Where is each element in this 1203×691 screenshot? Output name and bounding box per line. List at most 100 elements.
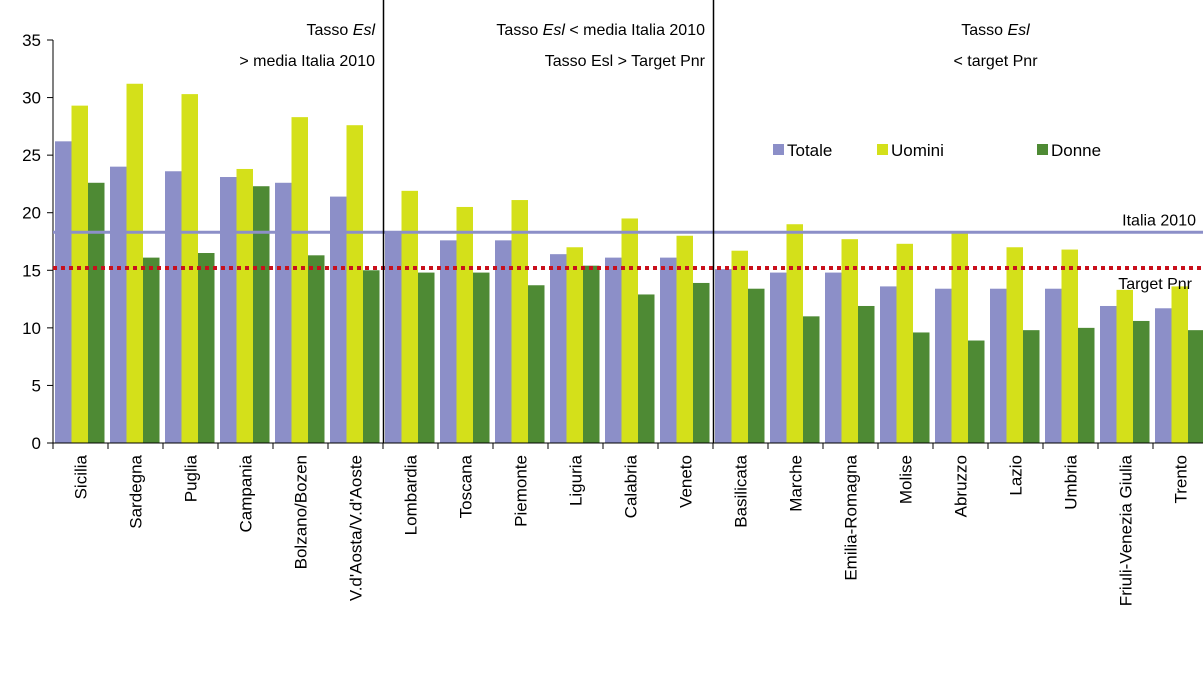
bar-totale-15 xyxy=(880,286,897,443)
bar-donne-0 xyxy=(88,182,105,443)
bar-donne-5 xyxy=(363,270,380,443)
bar-donne-11 xyxy=(693,282,710,443)
bar-totale-12 xyxy=(715,269,732,443)
bar-uomini-9 xyxy=(566,247,583,443)
bar-donne-20 xyxy=(1188,330,1203,443)
category-label: Lazio xyxy=(1007,455,1026,496)
bar-uomini-15 xyxy=(896,243,913,443)
reference-lines: Italia 2010 Target Pnr xyxy=(53,212,1203,293)
category-label: Umbria xyxy=(1062,454,1081,509)
bar-uomini-17 xyxy=(1006,247,1023,443)
group-label-segment: Tasso Esl > Target Pnr xyxy=(545,53,706,70)
bar-uomini-5 xyxy=(346,125,363,443)
bar-donne-18 xyxy=(1078,327,1095,443)
bar-uomini-4 xyxy=(291,117,308,443)
bar-donne-3 xyxy=(253,186,270,443)
y-tick-label: 20 xyxy=(22,204,41,223)
bar-totale-3 xyxy=(220,177,237,443)
group-label-0-1: > media Italia 2010 xyxy=(239,53,375,70)
bar-series xyxy=(55,83,1203,444)
bar-totale-7 xyxy=(440,240,457,443)
bar-totale-16 xyxy=(935,288,952,443)
legend-swatch-donne xyxy=(1037,144,1048,155)
category-label: Trento xyxy=(1172,455,1191,504)
bar-uomini-11 xyxy=(676,235,693,443)
group-label-segment: > media Italia 2010 xyxy=(239,53,375,70)
bar-totale-10 xyxy=(605,257,622,443)
legend-label-uomini: Uomini xyxy=(891,141,944,160)
bar-totale-5 xyxy=(330,196,347,443)
group-annotations: Tasso Esl > media Italia 2010 Tasso Esl < … xyxy=(239,22,1038,70)
bar-totale-6 xyxy=(385,231,402,443)
category-label: Calabria xyxy=(622,454,641,518)
category-label: Puglia xyxy=(182,454,201,502)
bar-totale-8 xyxy=(495,240,512,443)
legend-swatch-uomini xyxy=(877,144,888,155)
y-tick-label: 10 xyxy=(22,319,41,338)
bar-donne-13 xyxy=(803,316,820,443)
bar-donne-7 xyxy=(473,272,490,443)
x-axis: Sicilia Sardegna Puglia Campania Bolzano/Boz… xyxy=(52,442,1203,606)
bar-uomini-16 xyxy=(951,233,968,443)
legend-swatch-totale xyxy=(773,144,784,155)
bar-totale-14 xyxy=(825,272,842,443)
group-label-1-1: Tasso Esl > Target Pnr xyxy=(545,53,706,70)
bar-donne-1 xyxy=(143,257,160,443)
bar-donne-12 xyxy=(748,288,765,443)
category-label: Friuli-Venezia Giulia xyxy=(1117,454,1136,606)
category-label: Molise xyxy=(897,455,916,504)
bar-donne-14 xyxy=(858,305,875,443)
category-label: Abruzzo xyxy=(952,455,971,517)
y-axis: 0 5 10 15 20 25 30 35 xyxy=(22,31,54,453)
bar-uomini-1 xyxy=(126,83,143,444)
bar-uomini-8 xyxy=(511,200,528,443)
group-label-1-0: Tasso Esl < media Italia 2010 xyxy=(496,22,705,39)
bar-uomini-18 xyxy=(1061,249,1078,443)
group-label-segment: Tasso xyxy=(961,22,1007,39)
bar-donne-6 xyxy=(418,272,435,443)
bar-uomini-12 xyxy=(731,250,748,443)
y-tick-label: 0 xyxy=(32,434,41,453)
group-label-segment: < target Pnr xyxy=(953,53,1038,70)
group-dividers xyxy=(382,0,715,443)
y-tick-label: 25 xyxy=(22,146,41,165)
category-label: Liguria xyxy=(567,454,586,506)
bar-totale-9 xyxy=(550,254,567,443)
y-tick-label: 35 xyxy=(22,31,41,50)
bar-totale-0 xyxy=(55,141,72,443)
bar-donne-10 xyxy=(638,294,655,443)
legend: Totale Uomini Donne xyxy=(773,141,1101,160)
group-label-2-0: Tasso Esl xyxy=(961,22,1030,39)
category-label: Sardegna xyxy=(127,454,146,528)
category-label: Piemonte xyxy=(512,455,531,527)
group-label-segment: Esl xyxy=(543,22,566,39)
group-label-segment: Tasso xyxy=(496,22,542,39)
ref-line-label-1: Target Pnr xyxy=(1118,276,1192,293)
legend-label-donne: Donne xyxy=(1051,141,1101,160)
bar-totale-18 xyxy=(1045,288,1062,443)
ref-line-label-0: Italia 2010 xyxy=(1122,212,1196,229)
group-label-2-1: < target Pnr xyxy=(953,53,1038,70)
bar-uomini-13 xyxy=(786,224,803,443)
category-label: Bolzano/Bozen xyxy=(292,455,311,569)
bar-donne-4 xyxy=(308,255,325,443)
y-tick-label: 5 xyxy=(32,376,41,395)
category-label: V.d'Aosta/V.d'Aoste xyxy=(347,455,366,601)
bar-donne-16 xyxy=(968,340,985,443)
bar-totale-2 xyxy=(165,171,182,443)
bar-donne-2 xyxy=(198,253,215,443)
bar-donne-19 xyxy=(1133,320,1150,443)
bar-totale-1 xyxy=(110,166,127,443)
bar-totale-20 xyxy=(1155,308,1172,443)
bar-donne-8 xyxy=(528,285,545,443)
bar-uomini-14 xyxy=(841,239,858,443)
category-label: Lombardia xyxy=(402,454,421,535)
bar-uomini-6 xyxy=(401,190,418,443)
category-label: Emilia-Romagna xyxy=(842,454,861,580)
category-label: Sicilia xyxy=(72,454,91,499)
bar-donne-9 xyxy=(583,265,600,443)
bar-totale-4 xyxy=(275,182,292,443)
bar-uomini-3 xyxy=(236,168,253,443)
bar-uomini-19 xyxy=(1116,289,1133,443)
bar-totale-11 xyxy=(660,257,677,443)
